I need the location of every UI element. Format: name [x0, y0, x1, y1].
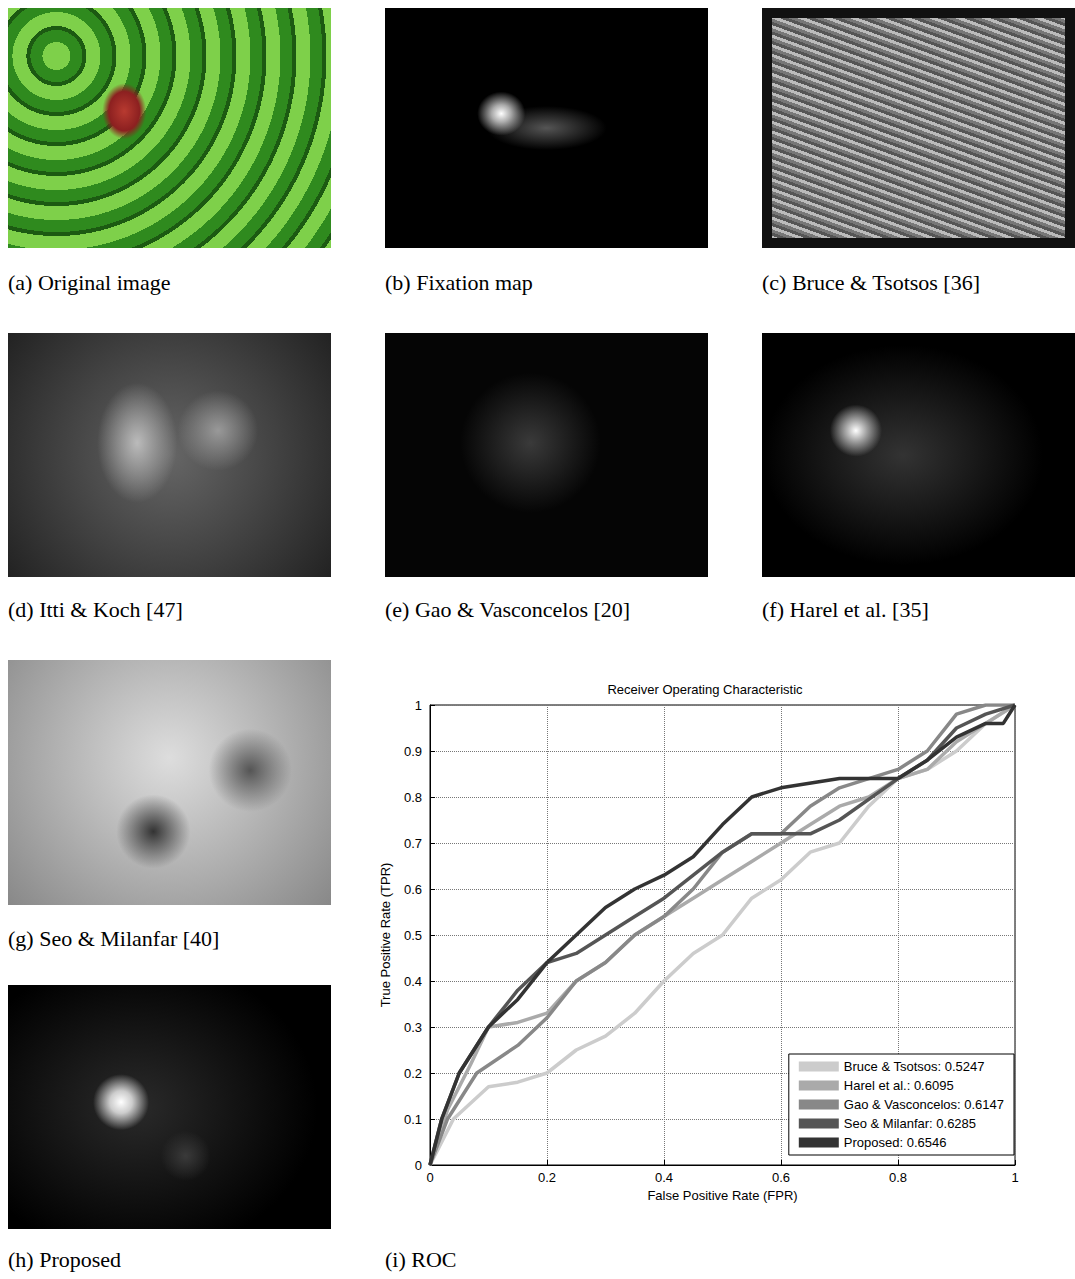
- svg-text:0.2: 0.2: [404, 1066, 422, 1081]
- svg-text:False Positive Rate (FPR): False Positive Rate (FPR): [647, 1188, 797, 1203]
- svg-text:Harel et al.: 0.6095: Harel et al.: 0.6095: [844, 1078, 954, 1093]
- html-text:(i) ROC: (i) ROC: [385, 1247, 457, 1272]
- html-text:(d) Itti & Koch [47]: (d) Itti & Koch [47]: [8, 597, 183, 622]
- svg-text:0.9: 0.9: [404, 744, 422, 759]
- svg-text:Receiver Operating Characteris: Receiver Operating Characteristic: [607, 682, 803, 697]
- html-text:(g) Seo & Milanfar [40]: (g) Seo & Milanfar [40]: [8, 926, 220, 951]
- svg-text:Seo & Milanfar: 0.6285: Seo & Milanfar: 0.6285: [844, 1116, 976, 1131]
- svg-text:1: 1: [1011, 1170, 1018, 1185]
- svg-text:0.6: 0.6: [772, 1170, 790, 1185]
- html-text:(f) Harel et al. [35]: (f) Harel et al. [35]: [762, 597, 929, 622]
- svg-text:True Positive Rate (TPR): True Positive Rate (TPR): [378, 863, 393, 1008]
- svg-text:0.1: 0.1: [404, 1112, 422, 1127]
- html-text:(e) Gao & Vasconcelos [20]: (e) Gao & Vasconcelos [20]: [385, 597, 631, 622]
- svg-text:0.3: 0.3: [404, 1020, 422, 1035]
- html-text:(a) Original image: (a) Original image: [8, 270, 171, 295]
- svg-text:0: 0: [426, 1170, 433, 1185]
- svg-text:0.4: 0.4: [404, 974, 422, 989]
- svg-text:0.7: 0.7: [404, 836, 422, 851]
- svg-text:1: 1: [415, 698, 422, 713]
- html-text:(h) Proposed: (h) Proposed: [8, 1247, 121, 1272]
- svg-text:0.2: 0.2: [538, 1170, 556, 1185]
- svg-text:0.5: 0.5: [404, 928, 422, 943]
- svg-text:Gao & Vasconcelos: 0.6147: Gao & Vasconcelos: 0.6147: [844, 1097, 1004, 1112]
- svg-text:0.8: 0.8: [889, 1170, 907, 1185]
- svg-text:0.6: 0.6: [404, 882, 422, 897]
- svg-text:0.8: 0.8: [404, 790, 422, 805]
- svg-text:0: 0: [415, 1158, 422, 1173]
- svg-text:Bruce & Tsotsos: 0.5247: Bruce & Tsotsos: 0.5247: [844, 1059, 985, 1074]
- svg-text:0.4: 0.4: [655, 1170, 673, 1185]
- html-text:(c) Bruce & Tsotsos [36]: (c) Bruce & Tsotsos [36]: [762, 270, 980, 295]
- html-text:(b) Fixation map: (b) Fixation map: [385, 270, 533, 295]
- svg-text:Proposed: 0.6546: Proposed: 0.6546: [844, 1135, 947, 1150]
